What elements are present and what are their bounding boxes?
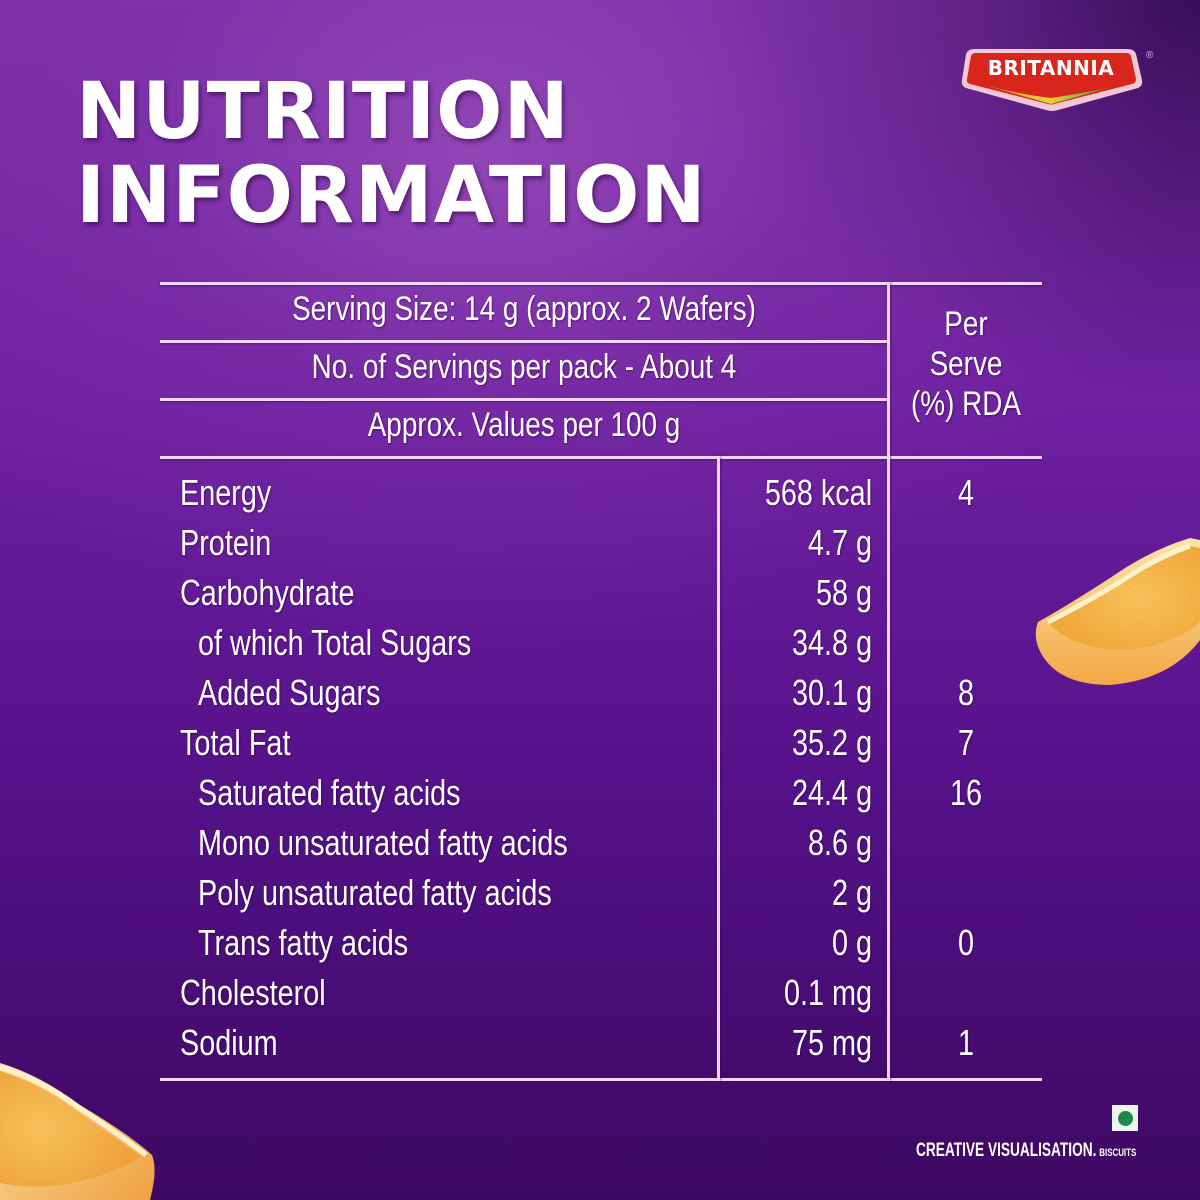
veg-mark-icon [1112,1105,1138,1131]
registered-mark-icon: ® [1146,50,1154,61]
nutrient-rda: 8 [957,672,975,713]
nutrient-name: Added Sugars [198,672,381,713]
nutrient-value: 4.7 g [807,522,872,563]
table-row: Protein 4.7 g [160,522,1042,572]
servings-per-pack: No. of Servings per pack - About 4 [311,348,737,386]
page-title: NUTRITION INFORMATION [76,70,707,238]
nutrient-name: Total Fat [180,722,291,763]
nutrient-value: 0 g [831,922,872,963]
category-label: BISCUITS [1099,1147,1137,1159]
table-row: of which Total Sugars 34.8 g [160,622,1042,672]
logo-badge-icon [961,49,1143,111]
nutrient-name: Carbohydrate [180,572,355,613]
table-top-border [160,282,1042,285]
table-row: Mono unsaturated fatty acids 8.6 g [160,822,1042,872]
rda-column-header: Per Serve (%) RDA [904,304,1029,424]
nutrient-name: Cholesterol [180,972,326,1013]
rda-header-line: Serve [929,345,1003,383]
nutrient-name: Protein [180,522,272,563]
nutrient-name: of which Total Sugars [198,622,472,663]
table-row: Sodium 75 mg 1 [160,1022,1042,1072]
nutrient-name: Sodium [180,1022,278,1063]
rda-header-line: (%) RDA [911,385,1021,423]
table-row: Cholesterol 0.1 mg [160,972,1042,1022]
title-line-1: NUTRITION [76,67,570,157]
table-row: Added Sugars 30.1 g 8 [160,672,1042,722]
values-basis: Approx. Values per 100 g [367,406,681,444]
creative-visualisation-text: CREATIVE VISUALISATION. [916,1140,1097,1161]
table-row: Poly unsaturated fatty acids 2 g [160,872,1042,922]
table-row: Saturated fatty acids 24.4 g 16 [160,772,1042,822]
value-column-divider [717,456,720,1081]
nutrient-rda: 7 [957,722,975,763]
nutrient-rda: 16 [949,772,983,813]
nutrient-name: Saturated fatty acids [198,772,461,813]
nutrient-name: Trans fatty acids [198,922,409,963]
nutrient-value: 30.1 g [791,672,872,713]
nutrient-rda: 4 [957,472,975,513]
nutrient-value: 75 mg [791,1022,872,1063]
table-row: Total Fat 35.2 g 7 [160,722,1042,772]
nutrient-value: 24.4 g [791,772,872,813]
nutrient-value: 2 g [831,872,872,913]
footer-disclaimer: CREATIVE VISUALISATION. BISCUITS [916,1140,1136,1162]
table-row: Trans fatty acids 0 g 0 [160,922,1042,972]
table-divider [160,398,888,401]
nutrient-value: 8.6 g [807,822,872,863]
nutrient-name: Energy [180,472,272,513]
table-row: Energy 568 kcal 4 [160,472,1042,522]
nutrition-table: Serving Size: 14 g (approx. 2 Wafers) No… [160,282,1042,1082]
veg-dot [1118,1111,1133,1126]
table-row: Carbohydrate 58 g [160,572,1042,622]
serving-size: Serving Size: 14 g (approx. 2 Wafers) [292,290,756,328]
nutrient-value: 34.8 g [791,622,872,663]
logo-text: BRITANNIA [987,56,1115,80]
rda-column-divider [887,282,890,1081]
nutrient-name: Poly unsaturated fatty acids [198,872,552,913]
orange-slice-icon [1035,538,1200,685]
nutrient-rda: 1 [957,1022,975,1063]
nutrient-name: Mono unsaturated fatty acids [198,822,568,863]
rda-header-line: Per [944,305,988,343]
britannia-logo: BRITANNIA ® [958,46,1153,116]
table-header-bottom-border [160,456,1042,459]
title-line-2: INFORMATION [76,151,707,241]
nutrient-value: 58 g [815,572,872,613]
orange-slice-icon [0,1063,155,1200]
nutrient-value: 0.1 mg [783,972,872,1013]
nutrient-value: 568 kcal [764,472,872,513]
table-bottom-border [160,1078,1042,1081]
nutrient-value: 35.2 g [791,722,872,763]
table-divider [160,340,888,343]
nutrient-rda: 0 [957,922,975,963]
